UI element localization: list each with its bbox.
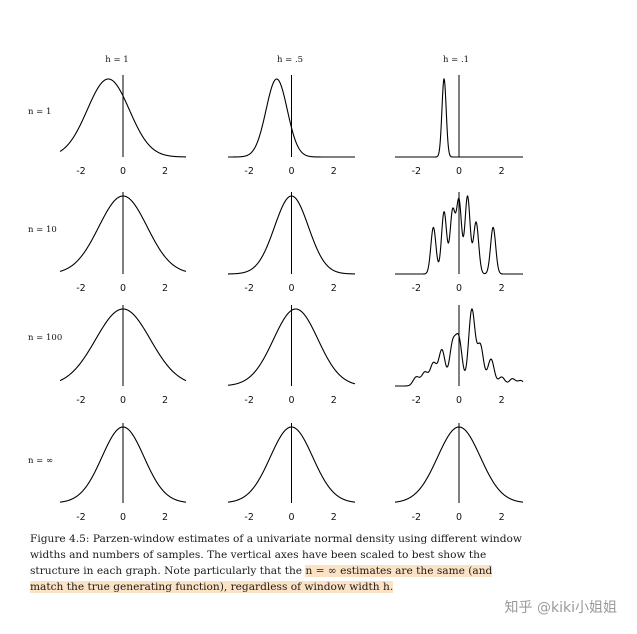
panel-r4-c3-tick-label: 2 <box>499 512 505 523</box>
panel-r4-c1-tick-label: 0 <box>120 512 126 523</box>
panel-r1-c2-tick-label: 0 <box>288 166 294 177</box>
panel-r1-c1-tick-label: -2 <box>76 166 85 177</box>
panel-r1-c1-tick-label: 2 <box>162 166 168 177</box>
panel-r2-c1-tick-label: 2 <box>162 283 168 294</box>
panel-r3-c3-tick-label: 0 <box>456 395 462 406</box>
column-label-h05: h = .5 <box>277 55 303 65</box>
panel-r2-c2-tick-label: 2 <box>331 283 337 294</box>
panel-r3-c3-tick-label: -2 <box>412 395 421 406</box>
panel-r1-c3-tick-label: 0 <box>456 166 462 177</box>
panel-r3-c3-tick-label: 2 <box>499 395 505 406</box>
panel-r4-c1-tick-label: -2 <box>76 512 85 523</box>
panel-r2-c3-tick-label: 2 <box>499 283 505 294</box>
panel-r2-c1-tick-label: -2 <box>76 283 85 294</box>
panel-r3-c2-tick-label: -2 <box>244 395 253 406</box>
row-label-n10: n = 10 <box>28 225 57 235</box>
column-labels: h = 1 h = .5 h = .1 <box>105 55 469 65</box>
panel-r1-c1-tick-label: 0 <box>120 166 126 177</box>
panel-r1-c3-tick-label: 2 <box>499 166 505 177</box>
column-label-h01: h = .1 <box>443 55 469 65</box>
panel-r4-c3-tick-label: 0 <box>456 512 462 523</box>
panel-r2-c1-tick-label: 0 <box>120 283 126 294</box>
panel-r4-c3-tick-label: -2 <box>412 512 421 523</box>
panel-r2-c2-tick-label: -2 <box>244 283 253 294</box>
panel-r3-c1-tick-label: 2 <box>162 395 168 406</box>
panel-r4-c2-tick-label: -2 <box>244 512 253 523</box>
row-labels: n = 1 n = 10 n = 100 n = ∞ <box>28 107 62 466</box>
row-label-n100: n = 100 <box>28 333 62 343</box>
parzen-figure: h = 1 h = .5 h = .1 n = 1 n = 10 n = 100… <box>0 0 637 530</box>
row-label-n1: n = 1 <box>28 107 51 117</box>
panels: -2 0 2 -2 0 2 -2 0 2 -2 0 2 -2 0 2 -2 0 2 -2 0 2 -2 0 2 -2 0 2 -2 0 2… <box>60 75 523 523</box>
panel-r4-c2-tick-label: 0 <box>288 512 294 523</box>
panel-r3-c2-tick-label: 0 <box>288 395 294 406</box>
watermark: 知乎 @kiki小姐姐 <box>505 597 617 617</box>
panel-r2-c3-tick-label: -2 <box>412 283 421 294</box>
panel-r4-c2-tick-label: 2 <box>331 512 337 523</box>
panel-r1-c2-tick-label: -2 <box>244 166 253 177</box>
panel-r2-c2-tick-label: 0 <box>288 283 294 294</box>
panel-r1-c2-tick-label: 2 <box>331 166 337 177</box>
panel-r2-c3-tick-label: 0 <box>456 283 462 294</box>
panel-r3-c2-tick-label: 2 <box>331 395 337 406</box>
panel-r1-c3-tick-label: -2 <box>412 166 421 177</box>
panel-r3-c1-tick-label: 0 <box>120 395 126 406</box>
figure-caption: Figure 4.5: Parzen-window estimates of a… <box>30 531 528 595</box>
panel-r4-c1-tick-label: 2 <box>162 512 168 523</box>
row-label-ninf: n = ∞ <box>28 456 53 466</box>
column-label-h1: h = 1 <box>105 55 128 65</box>
panel-r3-c1-tick-label: -2 <box>76 395 85 406</box>
